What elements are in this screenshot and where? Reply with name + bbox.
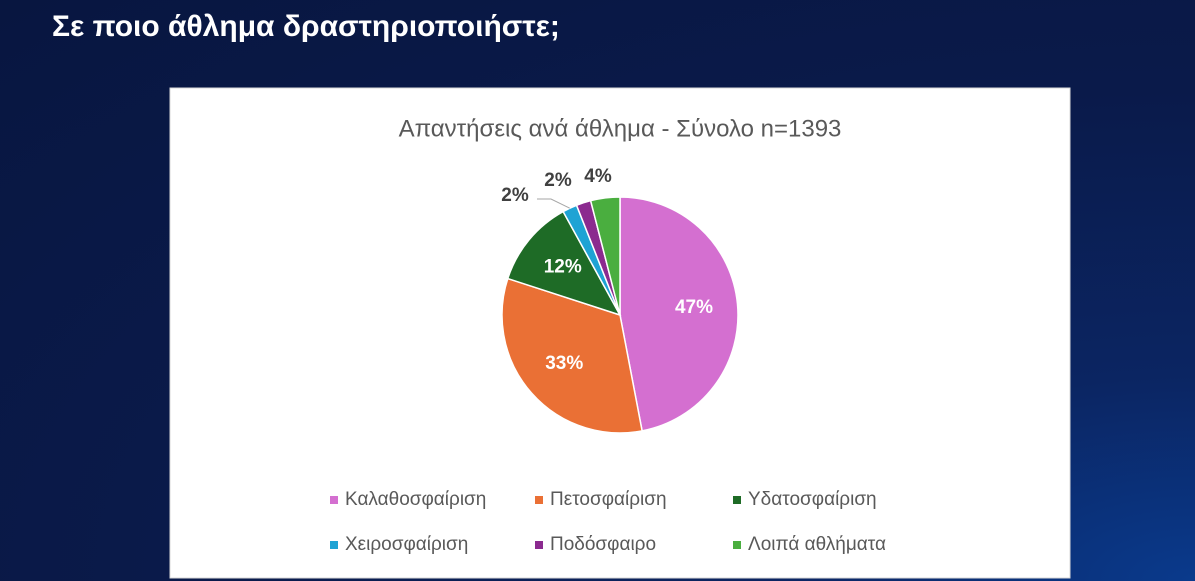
legend-label: Υδατοσφαίριση: [748, 489, 877, 510]
slide-title: Σε ποιο άθλημα δραστηριοποιήστε;: [52, 10, 560, 43]
pie-slice: [589, 196, 621, 316]
legend-swatch: [330, 496, 338, 504]
pie-slice: [506, 210, 622, 317]
legend-label: Πετοσφαίριση: [550, 489, 667, 510]
data-label: 2%: [501, 185, 529, 206]
legend-label: Καλαθοσφαίριση: [345, 489, 486, 510]
legend-swatch: [535, 496, 543, 504]
pie-slice: [501, 277, 643, 434]
legend-label: Ποδόσφαιρο: [550, 534, 656, 555]
legend-swatch: [535, 541, 543, 549]
data-label: 2%: [544, 170, 572, 191]
legend-swatch: [733, 541, 741, 549]
pie-slice: [619, 196, 739, 432]
legend-swatch: [330, 541, 338, 549]
chart-title: Απαντήσεις ανά άθλημα - Σύνολο n=1393: [399, 115, 842, 142]
legend-label: Λοιπά αθλήματα: [748, 534, 886, 555]
data-label: 12%: [544, 257, 582, 278]
data-label: 4%: [584, 166, 612, 187]
legend-swatch: [733, 496, 741, 504]
legend-label: Χειροσφαίριση: [345, 534, 468, 555]
leader-line: [537, 198, 570, 209]
data-label: 47%: [675, 297, 713, 318]
data-label: 33%: [545, 353, 583, 374]
